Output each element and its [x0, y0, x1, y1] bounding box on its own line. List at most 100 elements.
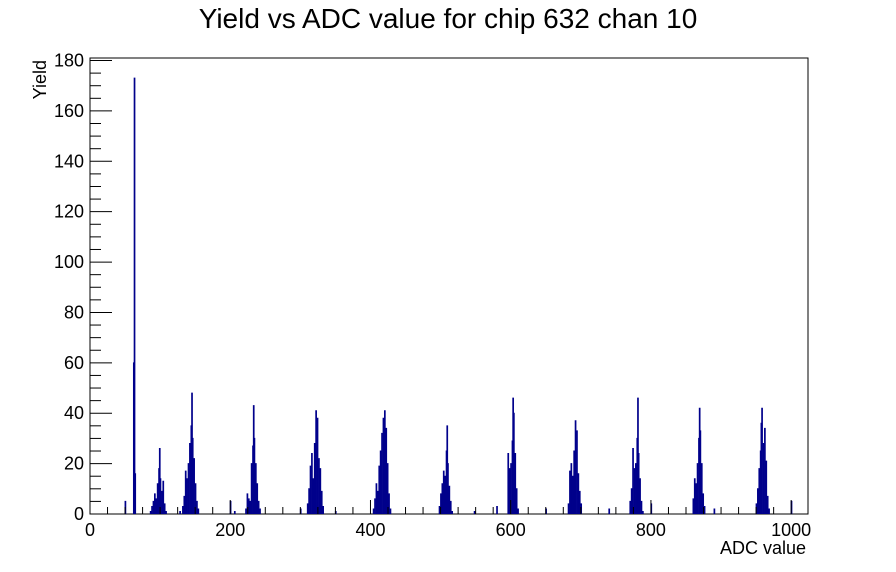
histogram-bin — [764, 427, 766, 514]
histogram-bin — [257, 500, 260, 514]
histogram-bin — [632, 447, 634, 514]
histogram-bin — [473, 510, 476, 514]
histogram-bin — [197, 508, 200, 514]
histogram-bin — [163, 503, 166, 514]
histogram-bin — [510, 463, 512, 514]
x-axis: 0 200 400 600 800 1000 — [85, 500, 811, 540]
y-tick-label: 0 — [74, 504, 84, 524]
histogram-bin — [639, 478, 641, 514]
histogram-bin — [134, 473, 137, 514]
y-tick-label: 20 — [64, 454, 84, 474]
histogram-bin — [381, 432, 383, 514]
histogram-bin — [695, 483, 698, 514]
histogram-bin — [757, 488, 759, 514]
histogram-bin — [570, 463, 573, 514]
histogram-bin — [758, 468, 761, 514]
y-tick-label: 40 — [64, 403, 84, 423]
histogram-bin — [152, 500, 155, 514]
histogram-bin — [253, 437, 256, 514]
histogram-bin — [569, 470, 571, 514]
histogram-bin — [762, 442, 765, 514]
histogram-bin — [162, 480, 165, 514]
histogram-bin — [515, 488, 518, 514]
histogram-bin — [196, 500, 198, 514]
y-axis-label: Yield — [30, 60, 50, 99]
histogram-bin — [633, 468, 636, 514]
histogram-bin — [449, 500, 452, 514]
histogram-bin — [388, 493, 390, 514]
histogram-bin — [319, 468, 322, 514]
histogram-bin — [496, 505, 498, 514]
y-tick-label: 60 — [64, 353, 84, 373]
histogram-bin — [765, 460, 768, 514]
histogram-bin — [576, 430, 578, 514]
y-tick-label: 100 — [54, 252, 84, 272]
histogram-bin — [159, 478, 162, 514]
histogram-bin — [322, 505, 324, 514]
x-tick-label: 200 — [215, 520, 245, 540]
histogram-bin — [313, 442, 316, 514]
histogram-bin — [193, 458, 195, 514]
histogram-bin — [320, 490, 323, 514]
histogram-bin — [306, 503, 309, 514]
histogram-bin — [191, 437, 194, 514]
histogram-bin — [133, 77, 136, 514]
y-tick-label: 80 — [64, 302, 84, 322]
histogram-bin — [378, 465, 381, 514]
histogram-bin — [187, 463, 190, 514]
histogram-bin — [513, 412, 515, 514]
histogram-bin — [318, 458, 320, 514]
histogram-bin — [189, 442, 191, 514]
histogram-bin — [372, 508, 375, 514]
histogram-bin — [250, 463, 253, 514]
histogram-bin — [165, 510, 167, 514]
histogram-bin — [608, 508, 611, 514]
x-tick-label: 800 — [636, 520, 666, 540]
histogram-bin — [693, 478, 696, 514]
histogram-bin — [700, 463, 703, 514]
histogram-bin — [161, 490, 163, 514]
histogram-bin — [375, 483, 378, 514]
histogram-bin — [308, 488, 310, 514]
histogram-bin — [573, 450, 576, 514]
histogram-bin — [386, 463, 389, 514]
histogram-bin — [149, 510, 152, 514]
histogram-bin — [514, 453, 517, 514]
histogram-bin — [713, 508, 716, 514]
histogram-bin — [444, 475, 446, 514]
histogram-bin — [635, 463, 637, 514]
histogram-bin — [768, 508, 770, 514]
histogram-bin — [508, 468, 511, 514]
x-axis-label: ADC value — [720, 538, 806, 558]
y-tick-label: 120 — [54, 202, 84, 222]
histogram-bin — [692, 498, 695, 514]
histogram-bin — [507, 453, 510, 514]
histogram-bin — [696, 463, 699, 514]
histogram-bin — [156, 483, 159, 514]
histogram-bin — [312, 478, 315, 514]
histogram-bin — [309, 465, 312, 514]
histogram-bin — [194, 483, 197, 514]
histogram-bin — [703, 505, 706, 514]
histogram-bin — [259, 508, 261, 514]
histogram-bin — [233, 510, 236, 514]
histogram-layer — [124, 77, 793, 514]
histogram-bin — [182, 505, 184, 514]
histogram-bin — [382, 417, 385, 514]
histogram-bin — [379, 450, 382, 514]
histogram-bin — [254, 463, 257, 514]
histogram-bin — [517, 508, 519, 514]
histogram-bin — [702, 493, 705, 514]
histogram-bin — [447, 463, 449, 514]
histogram-bin — [151, 505, 153, 514]
histogram-bin — [315, 410, 317, 514]
histogram-bin — [316, 417, 319, 514]
histogram-bin — [184, 470, 187, 514]
histogram-bin — [440, 493, 442, 514]
histogram-bin — [699, 430, 702, 514]
histogram-bin — [389, 508, 392, 514]
histogram-bin — [245, 508, 247, 514]
histogram-bin — [155, 498, 158, 514]
histogram-bin — [256, 483, 259, 514]
